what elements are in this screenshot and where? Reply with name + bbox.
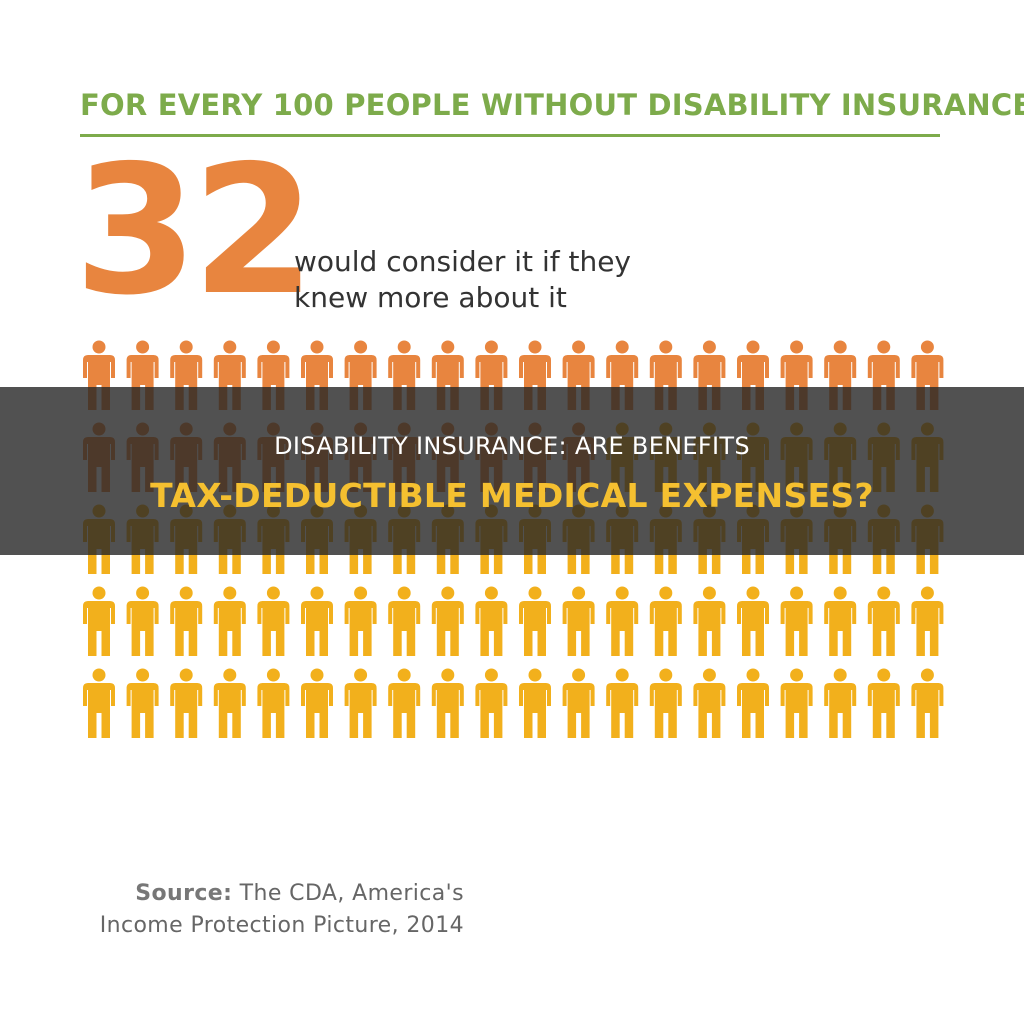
person-icon: [562, 586, 595, 656]
person-icon: [344, 668, 377, 738]
person-icon: [911, 586, 944, 656]
person-icon: [213, 586, 246, 656]
person-icon: [170, 586, 203, 656]
person-icon: [693, 668, 726, 738]
person-icon: [83, 668, 115, 738]
person-icon: [475, 586, 508, 656]
source-citation: Source: The CDA, America's Income Protec…: [44, 878, 464, 942]
person-icon: [867, 668, 900, 738]
person-icon: [867, 586, 900, 656]
banner-title-line-1: DISABILITY INSURANCE: ARE BENEFITS: [274, 432, 750, 460]
person-icon: [780, 668, 813, 738]
person-icon: [301, 586, 333, 656]
person-icon: [431, 586, 464, 656]
statistic-line-2: knew more about it: [294, 281, 567, 314]
infographic-headline: FOR EVERY 100 PEOPLE WITHOUT DISABILITY …: [80, 88, 1024, 122]
statistic-description: would consider it if they knew more abou…: [294, 244, 654, 316]
person-icon: [126, 668, 159, 738]
person-icon: [431, 668, 464, 738]
highlight-number: 32: [74, 127, 316, 334]
person-icon: [257, 668, 290, 738]
person-icon: [388, 586, 421, 656]
person-icon: [562, 668, 595, 738]
person-icon: [649, 586, 682, 656]
title-banner: [0, 387, 1024, 555]
person-icon: [126, 586, 159, 656]
person-icon: [606, 668, 639, 738]
person-icon: [213, 668, 246, 738]
headline-divider: [80, 134, 940, 137]
person-icon: [824, 668, 857, 738]
person-icon: [911, 668, 944, 738]
person-icon: [737, 668, 769, 738]
person-icon: [649, 668, 682, 738]
person-icon: [519, 668, 551, 738]
source-label: Source:: [135, 881, 233, 906]
person-icon: [737, 586, 769, 656]
source-line-2: Income Protection Picture, 2014: [99, 913, 464, 938]
person-icon: [519, 586, 551, 656]
banner-title-line-2: TAX-DEDUCTIBLE MEDICAL EXPENSES?: [150, 476, 874, 515]
person-icon: [824, 586, 857, 656]
person-icon: [475, 668, 508, 738]
statistic-line-1: would consider it if they: [294, 245, 631, 278]
person-icon: [83, 586, 115, 656]
source-text: The CDA, America's: [232, 881, 464, 906]
person-icon: [388, 668, 421, 738]
person-icon: [257, 586, 290, 656]
person-icon: [170, 668, 203, 738]
person-icon: [301, 668, 333, 738]
person-icon: [693, 586, 726, 656]
person-icon: [606, 586, 639, 656]
person-icon: [344, 586, 377, 656]
person-icon: [780, 586, 813, 656]
source-line-1: Source: The CDA, America's: [44, 878, 464, 910]
